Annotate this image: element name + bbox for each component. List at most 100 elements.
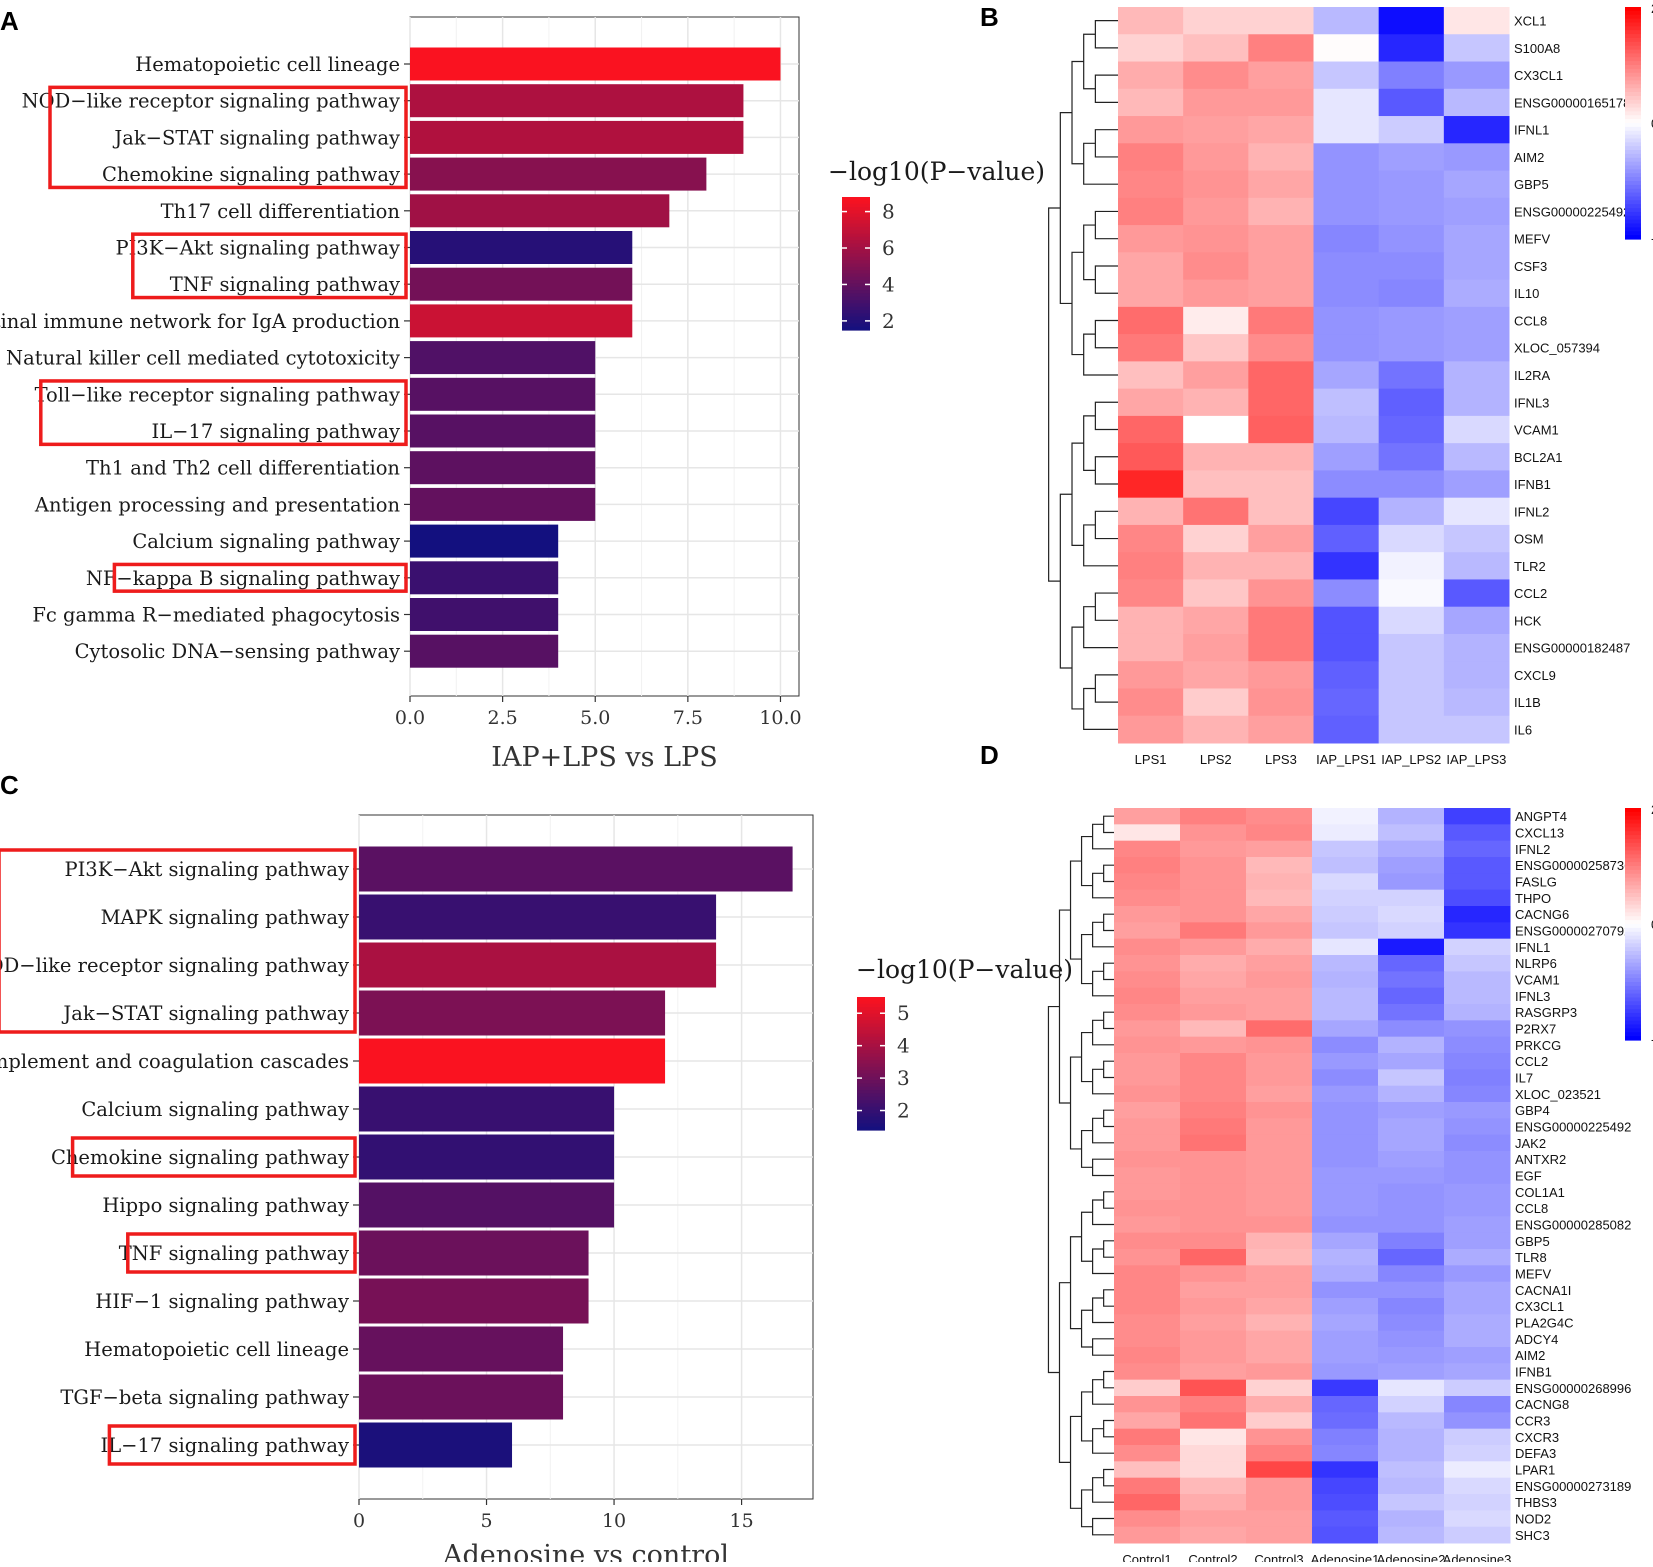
scale-color-step [1625, 1032, 1641, 1036]
heatmap-cell [1114, 1249, 1181, 1266]
row-label: FASLG [1515, 875, 1557, 890]
heatmap-cell [1378, 1004, 1445, 1021]
heatmap-cell [1180, 1200, 1247, 1217]
heatmap-cell [1378, 1102, 1445, 1119]
heatmap-cell [1444, 579, 1510, 607]
heatmap-cell [1183, 280, 1249, 308]
heatmap-cell [1118, 62, 1184, 90]
heatmap-cell [1312, 1282, 1379, 1299]
category-label: Antigen processing and presentation [34, 493, 401, 516]
x-tick-label: 5.0 [580, 707, 610, 729]
heatmap-cell [1378, 1412, 1445, 1429]
category-label: Intestinal immune network for IgA produc… [0, 310, 400, 333]
heatmap-cell [1248, 307, 1314, 335]
heatmap-cell [1379, 225, 1445, 253]
row-label: TLR2 [1514, 559, 1546, 574]
category-label: Hematopoietic cell lineage [84, 1338, 349, 1361]
bar [359, 943, 716, 988]
heatmap-cell [1248, 361, 1314, 389]
heatmap-cell [1246, 1478, 1313, 1495]
scale-color-step [1625, 193, 1641, 197]
row-label: DEFA3 [1515, 1446, 1556, 1461]
heatmap-cell [1312, 1347, 1379, 1364]
row-label: CCL2 [1514, 586, 1547, 601]
heatmap-cell [1183, 607, 1249, 635]
row-label: CCR3 [1515, 1414, 1550, 1429]
scale-color-step [1625, 839, 1641, 843]
heatmap-cell [1246, 1004, 1313, 1021]
heatmap-cell [1114, 1314, 1181, 1331]
heatmap-cell [1248, 116, 1314, 144]
category-label: Th1 and Th2 cell differentiation [86, 457, 400, 480]
dendrogram-link [1093, 1159, 1114, 1175]
heatmap-cell [1312, 922, 1379, 939]
heatmap-cell [1312, 1412, 1379, 1429]
heatmap-cell [1114, 906, 1181, 923]
column-label: Control2 [1188, 1552, 1237, 1562]
heatmap-cell [1312, 1445, 1379, 1462]
row-label: PRKCG [1515, 1038, 1561, 1053]
heatmap-cell [1183, 62, 1249, 90]
category-label: Jak−STAT signaling pathway [61, 1002, 349, 1025]
scale-color-step [1625, 893, 1641, 897]
heatmap-cell [1312, 1167, 1379, 1184]
heatmap-cell [1379, 470, 1445, 498]
heatmap-cell [1248, 579, 1314, 607]
heatmap-cell [1183, 307, 1249, 335]
heatmap-cell [1118, 579, 1184, 607]
heatmap-cell [1114, 1167, 1181, 1184]
heatmap-cell [1246, 1461, 1313, 1478]
row-label: AIM2 [1514, 150, 1544, 165]
heatmap-cell [1444, 906, 1511, 923]
heatmap-cell [1378, 1086, 1445, 1103]
x-tick-label: 2.5 [488, 707, 518, 729]
row-label: NOD2 [1515, 1512, 1551, 1527]
heatmap-cell [1444, 62, 1510, 90]
bar [359, 1183, 614, 1228]
heatmap-cell [1248, 498, 1314, 526]
row-label: IL2RA [1514, 368, 1550, 383]
row-label: IFNL2 [1514, 504, 1549, 519]
heatmap-cell [1248, 688, 1314, 716]
heatmap-cell [1379, 7, 1445, 35]
heatmap-cell [1114, 1282, 1181, 1299]
heatmap-cell [1378, 1331, 1445, 1348]
heatmap-cell [1114, 1118, 1181, 1135]
heatmap-cell [1444, 89, 1510, 117]
heatmap-cell [1183, 552, 1249, 580]
heatmap-cell [1379, 443, 1445, 471]
heatmap-cell [1114, 1429, 1181, 1446]
scale-color-step [1625, 100, 1641, 104]
heatmap-cell [1378, 1380, 1445, 1397]
dendrogram-link [1095, 593, 1118, 620]
heatmap-cell [1114, 824, 1181, 841]
row-label: IFNL3 [1514, 395, 1549, 410]
heatmap-cell [1379, 552, 1445, 580]
heatmap-cell [1444, 634, 1510, 662]
dendrogram-link [1072, 443, 1084, 545]
heatmap-cell [1312, 971, 1379, 988]
panel-b-letter: B [980, 2, 999, 32]
heatmap-cell [1118, 525, 1184, 553]
heatmap-cell [1444, 661, 1510, 689]
scale-color-step [1625, 57, 1641, 61]
column-label: LPS1 [1135, 752, 1167, 767]
dendrogram-link [1084, 143, 1118, 184]
heatmap-cell [1114, 1510, 1181, 1527]
heatmap-cell [1444, 1314, 1511, 1331]
heatmap-cell [1444, 1396, 1511, 1413]
heatmap-cell [1314, 280, 1380, 308]
heatmap-cell [1183, 525, 1249, 553]
dendrogram-link [1095, 320, 1118, 347]
scale-color-step [1625, 909, 1641, 913]
dendrogram-link [1082, 1131, 1093, 1168]
scale-color-step [1625, 200, 1641, 204]
scale-color-step [1625, 959, 1641, 963]
heatmap-cell [1444, 1167, 1511, 1184]
heatmap-cell [1246, 1102, 1313, 1119]
heatmap-cell [1378, 841, 1445, 858]
heatmap-cell [1248, 7, 1314, 35]
scale-color-step [1625, 181, 1641, 185]
row-label: ENSG00000273189 [1515, 1479, 1631, 1494]
heatmap-cell [1444, 252, 1510, 280]
